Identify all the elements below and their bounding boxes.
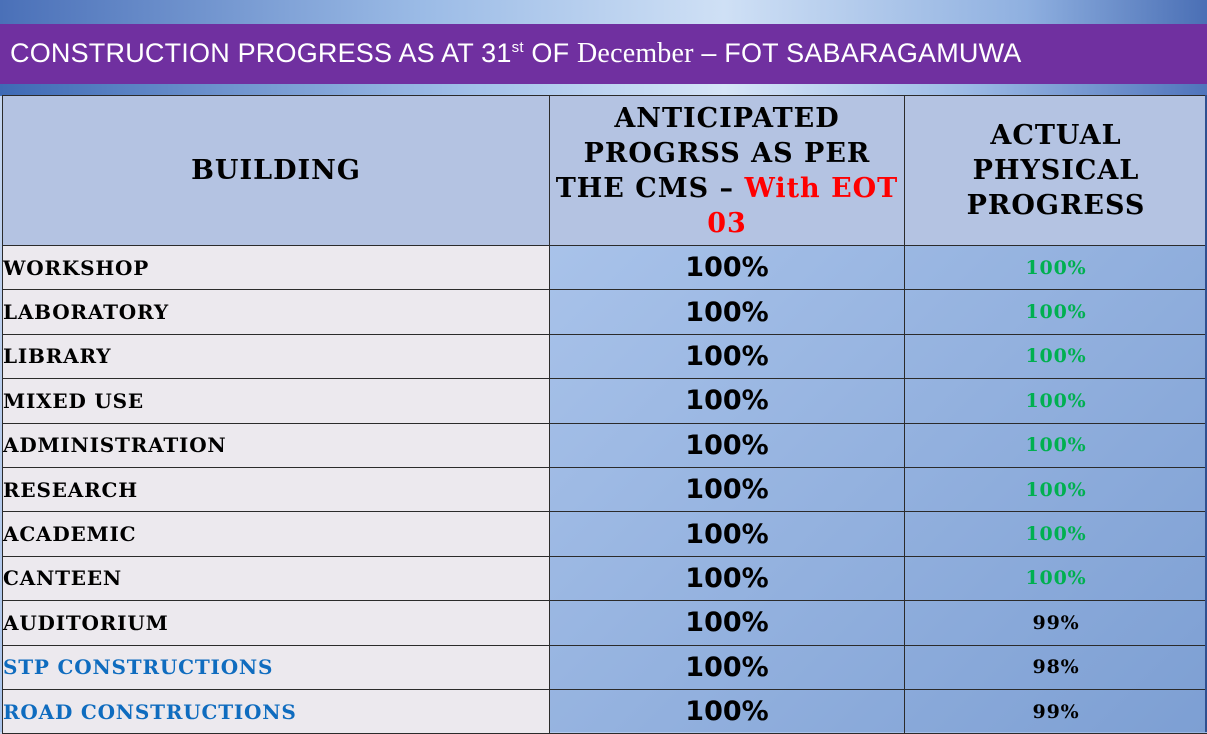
anticipated-cell: 100% (550, 334, 905, 378)
actual-cell: 100% (905, 334, 1207, 378)
header-anticipated: ANTICIPATED PROGRSS AS PER THE CMS – Wit… (550, 96, 905, 246)
building-cell: LABORATORY (3, 290, 550, 334)
actual-cell: 100% (905, 467, 1207, 511)
anticipated-cell: 100% (550, 423, 905, 467)
anticipated-cell: 100% (550, 689, 905, 733)
table-row: AUDITORIUM 100% 99% (3, 601, 1207, 645)
table-header-row: BUILDING ANTICIPATED PROGRSS AS PER THE … (3, 96, 1207, 246)
table-row: CANTEEN 100% 100% (3, 556, 1207, 600)
anticipated-cell: 100% (550, 467, 905, 511)
table-row: ACADEMIC 100% 100% (3, 512, 1207, 556)
actual-cell: 99% (905, 689, 1207, 733)
title-bar: CONSTRUCTION PROGRESS AS AT 31st OF Dece… (0, 24, 1207, 84)
table-row: STP CONSTRUCTIONS 100% 98% (3, 645, 1207, 689)
actual-cell: 100% (905, 512, 1207, 556)
building-cell: CANTEEN (3, 556, 550, 600)
building-cell: WORKSHOP (3, 246, 550, 290)
building-cell: ACADEMIC (3, 512, 550, 556)
actual-cell: 100% (905, 246, 1207, 290)
actual-cell: 99% (905, 601, 1207, 645)
title-prefix: CONSTRUCTION PROGRESS AS AT 31 (10, 38, 512, 68)
building-cell: ROAD CONSTRUCTIONS (3, 689, 550, 733)
header-actual: ACTUAL PHYSICAL PROGRESS (905, 96, 1207, 246)
title-superscript: st (512, 39, 524, 56)
actual-cell: 100% (905, 556, 1207, 600)
table-row: LABORATORY 100% 100% (3, 290, 1207, 334)
building-cell: LIBRARY (3, 334, 550, 378)
anticipated-cell: 100% (550, 556, 905, 600)
actual-cell: 100% (905, 379, 1207, 423)
actual-cell: 98% (905, 645, 1207, 689)
slide-title: CONSTRUCTION PROGRESS AS AT 31st OF Dece… (10, 38, 1022, 70)
table-row: MIXED USE 100% 100% (3, 379, 1207, 423)
anticipated-cell: 100% (550, 290, 905, 334)
building-cell: MIXED USE (3, 379, 550, 423)
anticipated-cell: 100% (550, 379, 905, 423)
header-building: BUILDING (3, 96, 550, 246)
building-cell: AUDITORIUM (3, 601, 550, 645)
building-cell: STP CONSTRUCTIONS (3, 645, 550, 689)
title-middle: OF (524, 38, 577, 68)
building-cell: RESEARCH (3, 467, 550, 511)
table-row: RESEARCH 100% 100% (3, 467, 1207, 511)
anticipated-cell: 100% (550, 512, 905, 556)
title-month: December (577, 38, 694, 69)
title-suffix: – FOT SABARAGAMUWA (694, 38, 1022, 68)
anticipated-cell: 100% (550, 246, 905, 290)
table-row: WORKSHOP 100% 100% (3, 246, 1207, 290)
anticipated-cell: 100% (550, 601, 905, 645)
top-decor-strip (0, 0, 1207, 24)
table-row: LIBRARY 100% 100% (3, 334, 1207, 378)
table-row: ROAD CONSTRUCTIONS 100% 99% (3, 689, 1207, 733)
anticipated-cell: 100% (550, 645, 905, 689)
actual-cell: 100% (905, 423, 1207, 467)
progress-table: BUILDING ANTICIPATED PROGRSS AS PER THE … (2, 95, 1207, 734)
table-row: ADMINISTRATION 100% 100% (3, 423, 1207, 467)
actual-cell: 100% (905, 290, 1207, 334)
building-cell: ADMINISTRATION (3, 423, 550, 467)
